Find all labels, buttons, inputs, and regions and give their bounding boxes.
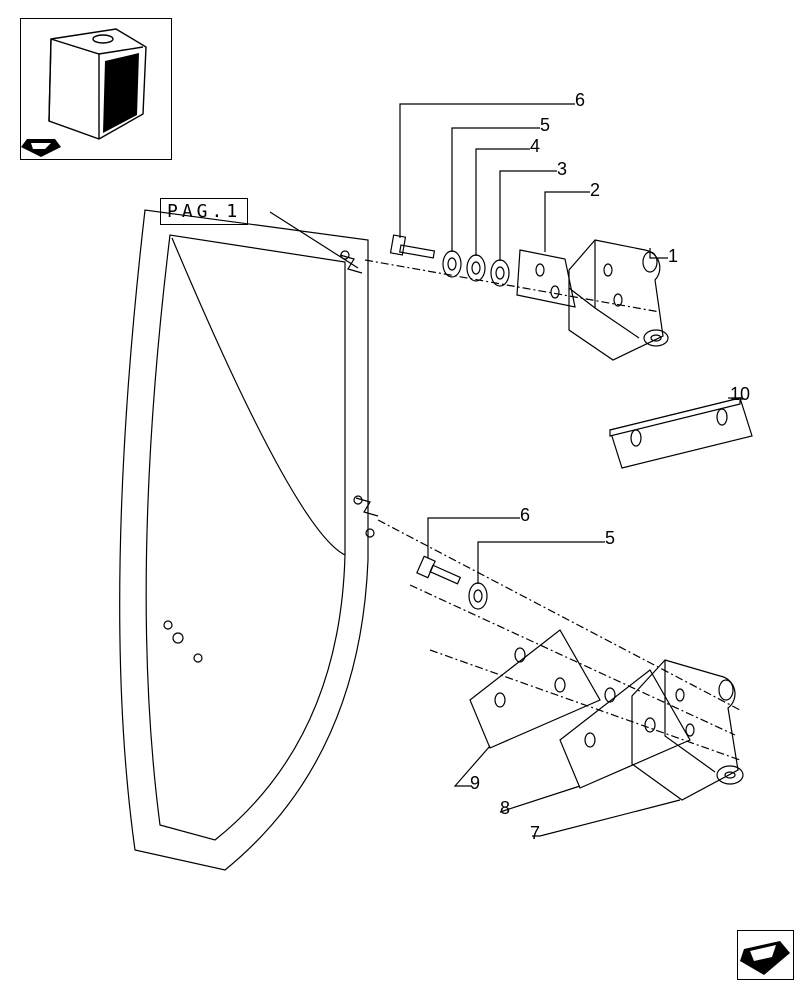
leader-5-upper (452, 128, 540, 252)
callout-3-upper: 3 (557, 159, 567, 180)
leader-5-lower (478, 542, 605, 584)
door-glass-outline (120, 210, 378, 870)
part-washer-4-upper (467, 255, 485, 281)
part-hinge-bracket-7-lower (632, 660, 743, 800)
part-washer-5-upper (443, 251, 461, 277)
leader-4-upper (476, 149, 530, 256)
callout-9: 9 (470, 773, 480, 794)
callout-10: 10 (730, 384, 750, 405)
callout-5-upper: 5 (540, 115, 550, 136)
part-triangle-plate-8 (560, 670, 690, 788)
diagram-stage: PAG.1 (0, 0, 808, 1000)
part-bolt-upper (391, 235, 435, 258)
pag-leader-line (270, 212, 358, 268)
part-washer-5-lower (469, 583, 487, 609)
callout-4-upper: 4 (530, 136, 540, 157)
callout-2-upper: 2 (590, 180, 600, 201)
part-plate-10 (610, 398, 752, 468)
leader-3-upper (500, 171, 557, 261)
callout-5-lower: 5 (605, 528, 615, 549)
callout-6-upper: 6 (575, 90, 585, 111)
callout-6-lower: 6 (520, 505, 530, 526)
callout-7: 7 (530, 823, 540, 844)
upper-hinge-assembly (365, 104, 668, 360)
leader-7 (532, 800, 680, 836)
exploded-view-drawing (0, 0, 808, 1000)
leader-6-lower (428, 518, 520, 558)
part-washer-3-upper (491, 260, 509, 286)
callout-8: 8 (500, 798, 510, 819)
return-arrow-icon (738, 931, 793, 979)
leader-8 (500, 786, 580, 812)
part-triangle-plate-9 (470, 630, 600, 748)
lower-hinge-assembly (378, 518, 743, 836)
leader-2-upper (545, 192, 590, 252)
return-arrow-frame[interactable] (737, 930, 794, 980)
part-plate-2-upper (517, 250, 575, 307)
callout-1-upper: 1 (668, 246, 678, 267)
